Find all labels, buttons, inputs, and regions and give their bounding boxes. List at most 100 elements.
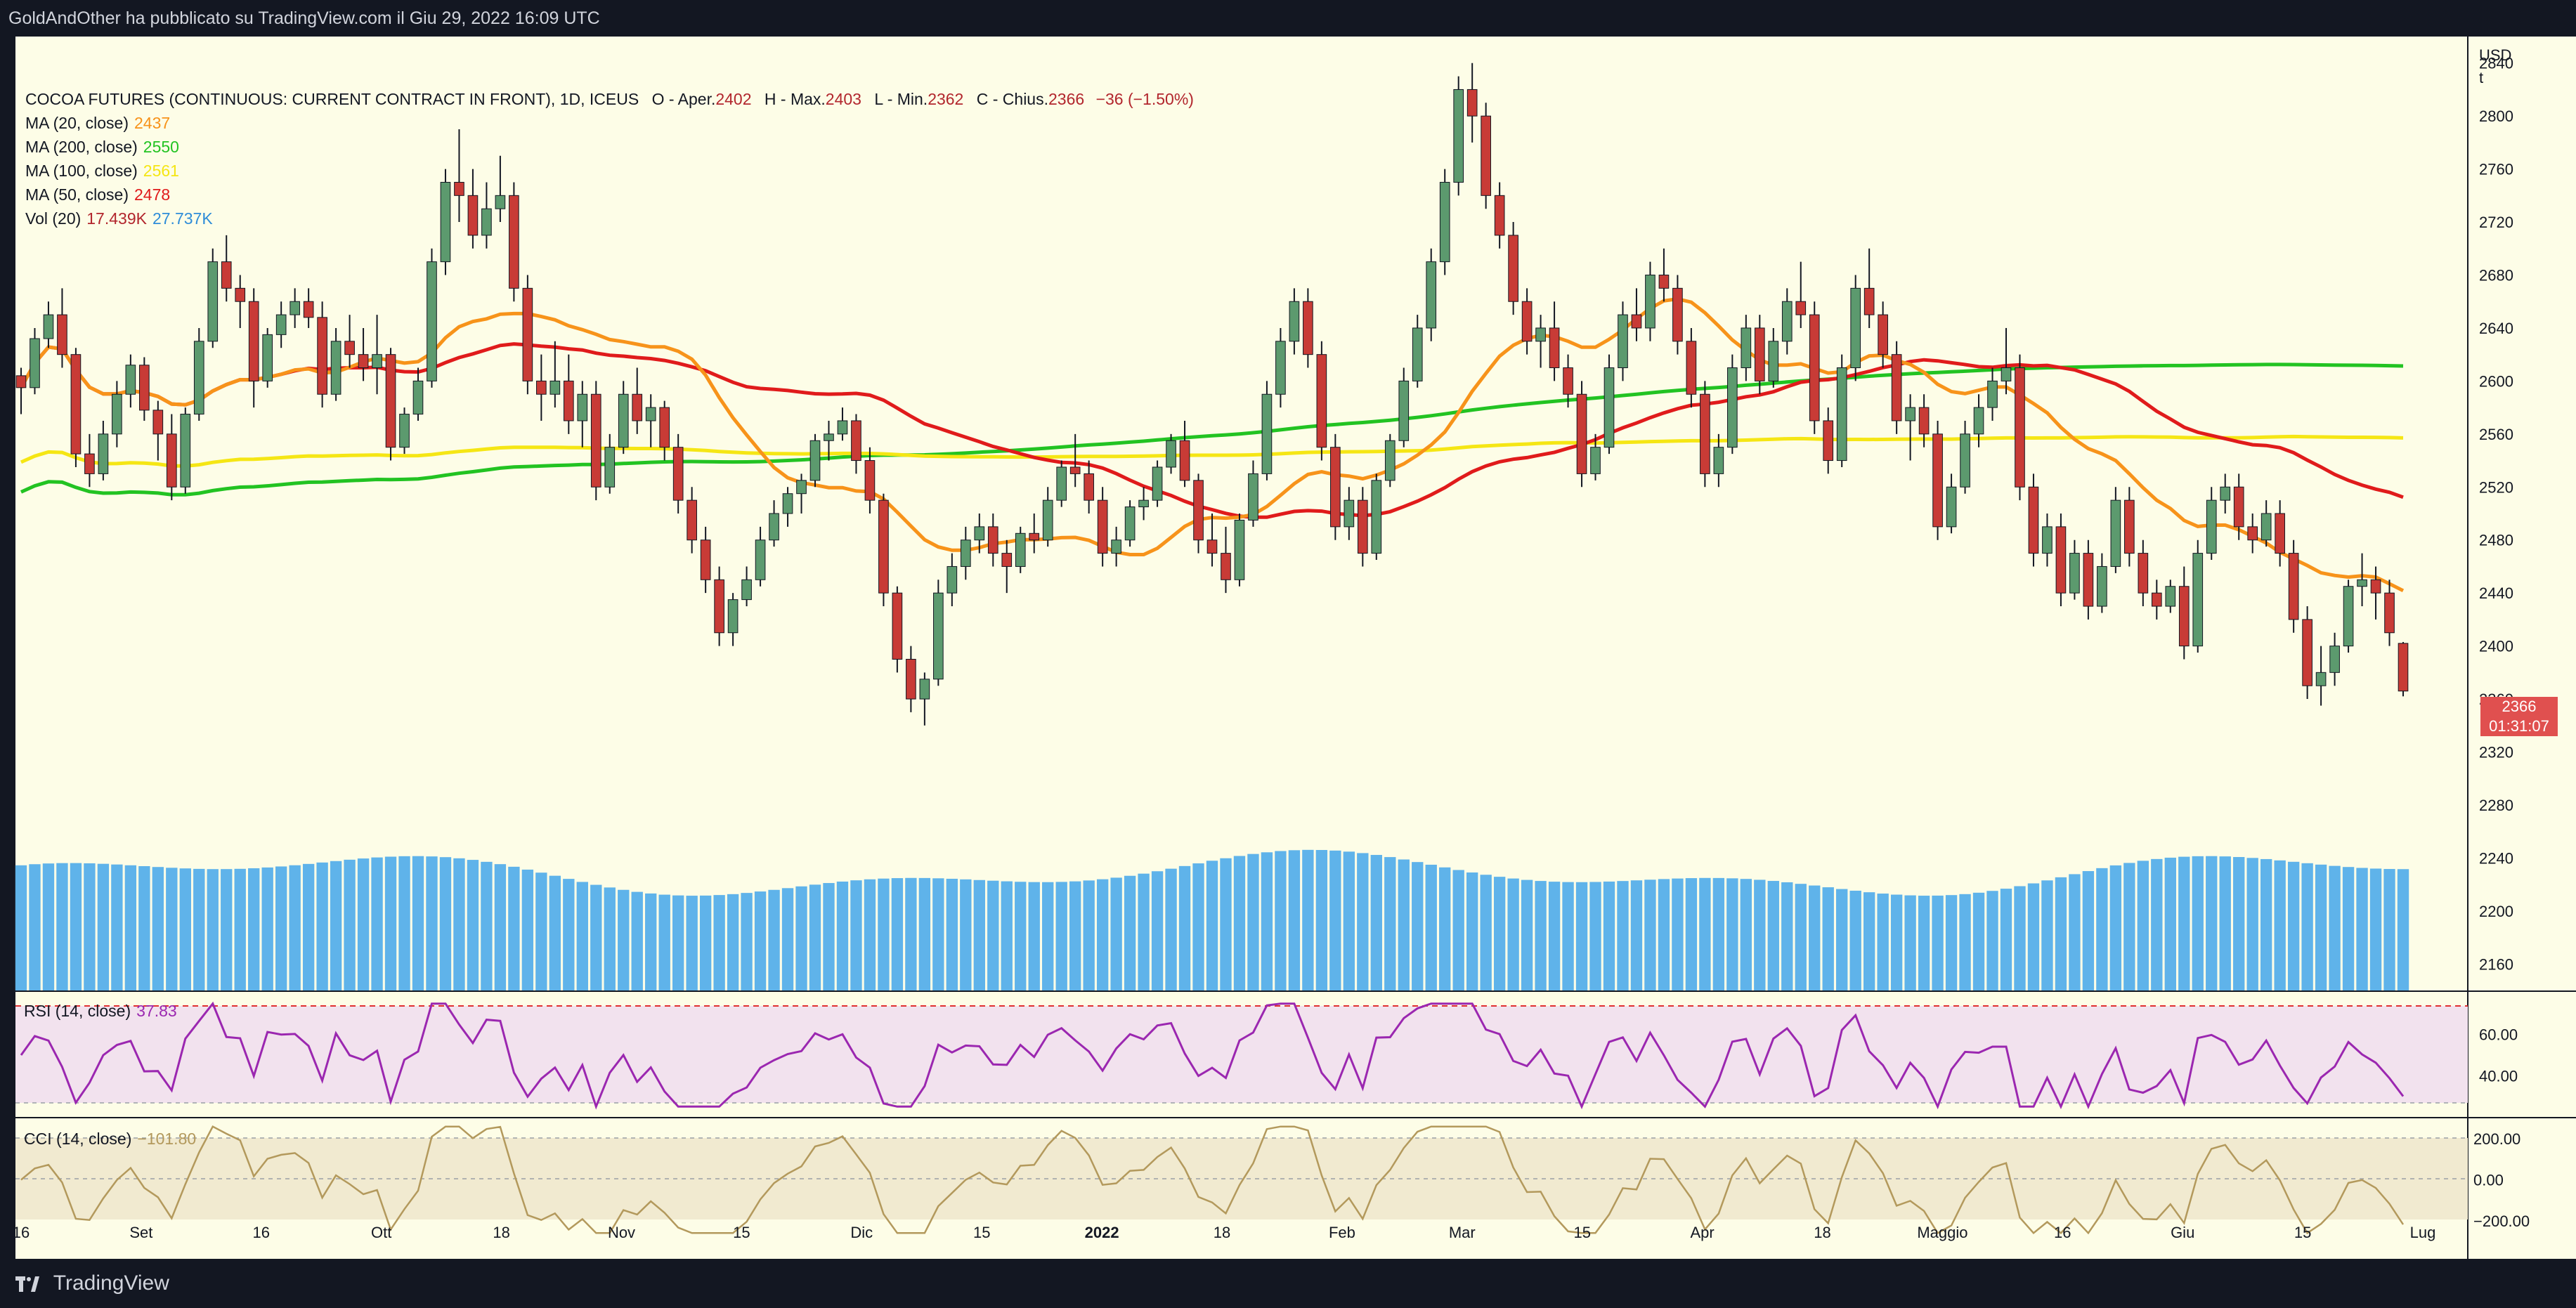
volume-bar — [2151, 858, 2163, 990]
time-tick-label: Maggio — [1917, 1224, 1967, 1241]
volume-bar — [1315, 849, 1328, 990]
legend-c-value: 2366 — [1048, 90, 1085, 108]
volume-bar — [1001, 881, 1013, 990]
ma100-label: MA (100, close) — [25, 162, 138, 180]
legend-ma20[interactable]: MA (20, close) 2437 — [25, 111, 1194, 135]
candle-up — [1741, 327, 1752, 369]
candle-up — [1275, 341, 1286, 395]
volume-bar — [1138, 873, 1150, 990]
legend-vol[interactable]: Vol (20) 17.439K 27.737K — [25, 207, 1194, 230]
time-tick-label: 16 — [253, 1224, 270, 1241]
rsi-tick-label: 60.00 — [2479, 1026, 2518, 1044]
chart-area[interactable]: USD t 2840 2800 2760 2720 2680 2640 2600 2560 2520… — [0, 37, 2576, 1259]
cci-tick-label: −200.00 — [2473, 1212, 2530, 1230]
volume-bar — [768, 889, 780, 990]
volume-bar — [918, 877, 931, 990]
volume-bar — [1247, 854, 1259, 990]
volume-bar — [1767, 881, 1779, 990]
cci-legend[interactable]: CCI (14, close) −101.80 — [24, 1130, 196, 1149]
volume-bar — [1972, 892, 1985, 990]
legend-ma50[interactable]: MA (50, close) 2478 — [25, 183, 1194, 207]
candle-up — [1152, 466, 1163, 501]
volume-bar — [1535, 881, 1547, 990]
candle-up — [796, 480, 807, 495]
volume-bar — [384, 856, 397, 990]
candle-down — [1193, 480, 1204, 541]
candle-up — [618, 393, 629, 448]
volume-bar — [891, 878, 904, 990]
volume-bar — [1096, 879, 1109, 990]
candle-up — [290, 301, 300, 315]
volume-bar — [316, 862, 328, 990]
candle-up — [755, 539, 766, 580]
volume-bar — [1329, 850, 1341, 990]
countdown-value: 01:31:07 — [2489, 717, 2549, 735]
time-tick-label: Feb — [1329, 1224, 1355, 1241]
time-tick-label: 16 — [2054, 1224, 2071, 1241]
candle-down — [2055, 526, 2067, 594]
candle-up — [2220, 486, 2231, 501]
volume-bar — [1877, 894, 1889, 990]
candle-down — [1918, 407, 1930, 435]
price-tick-label: 2640 — [2479, 320, 2513, 337]
candle-down — [1303, 301, 1313, 355]
vol-ma-value: 27.737K — [152, 209, 213, 228]
candle-up — [1138, 499, 1149, 508]
time-tick-label: Lug — [2410, 1224, 2436, 1241]
time-axis[interactable]: 16 Set 16 Ott 18 Nov 15 Dic 15 2022 18 Feb Mar 15 Apr 1… — [13, 1224, 2436, 1241]
volume-bar — [439, 857, 452, 990]
candle-down — [221, 261, 232, 289]
volume-bar — [1603, 881, 1615, 990]
candle-down — [1069, 466, 1081, 474]
time-tick-label: 2022 — [1085, 1224, 1119, 1241]
price-axis-bg — [2468, 37, 2576, 1241]
candle-down — [166, 433, 177, 488]
legend-o-value: 2402 — [715, 90, 752, 108]
legend-ma100[interactable]: MA (100, close) 2561 — [25, 159, 1194, 183]
volume-bar — [850, 880, 862, 990]
candle-down — [522, 287, 533, 381]
volume-bar — [1028, 882, 1040, 990]
candle-up — [974, 526, 985, 541]
volume-bar — [1425, 864, 1437, 990]
footer: TradingView — [0, 1259, 2576, 1308]
rsi-legend[interactable]: RSI (14, close) 37.83 — [24, 1002, 177, 1021]
candle-down — [84, 453, 95, 474]
candle-down — [2275, 513, 2285, 554]
volume-bar — [590, 884, 602, 990]
candle-down — [1795, 301, 1807, 315]
volume-bar — [1110, 877, 1122, 990]
volume-bar — [809, 884, 821, 990]
time-tick-label: 15 — [2294, 1224, 2311, 1241]
cci-value: −101.80 — [137, 1130, 197, 1148]
volume-bar — [2069, 874, 2081, 990]
candle-up — [1384, 440, 1396, 481]
candle-down — [1330, 447, 1341, 528]
volume-bar — [234, 868, 246, 990]
candle-up — [207, 261, 219, 342]
candle-down — [892, 592, 903, 660]
volume-bar — [1918, 896, 1930, 990]
price-tick-label: 2320 — [2479, 744, 2513, 761]
legend-ma200[interactable]: MA (200, close) 2550 — [25, 135, 1194, 159]
volume-bar — [1548, 882, 1561, 990]
volume-bar — [795, 886, 807, 990]
volume-bar — [261, 867, 273, 990]
candle-down — [344, 341, 355, 355]
candle-down — [1563, 367, 1573, 395]
cci-tick-label: 200.00 — [2473, 1130, 2520, 1148]
candle-up — [2343, 586, 2354, 647]
volume-bar — [1672, 878, 1684, 990]
candle-up — [769, 513, 779, 541]
candle-up — [1618, 314, 1628, 369]
candle-up — [1015, 532, 1026, 567]
volume-bar — [138, 866, 150, 990]
ma50-label: MA (50, close) — [25, 185, 129, 204]
volume-bar — [713, 895, 725, 990]
time-axis-bg — [15, 1241, 2576, 1259]
volume-bar — [1836, 889, 1848, 990]
time-tick-label: Ott — [371, 1224, 391, 1241]
volume-bar — [836, 881, 849, 990]
